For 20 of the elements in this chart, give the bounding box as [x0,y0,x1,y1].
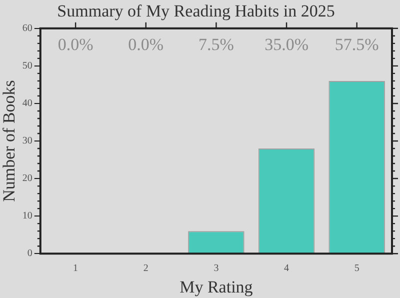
annotation: 0.0% [128,34,164,54]
chart-title: Summary of My Reading Habits in 2025 [57,2,335,21]
x-tick-label: 3 [214,263,219,274]
x-tick-label: 1 [73,263,78,274]
x-tick-label: 4 [284,263,290,274]
annotation: 57.5% [334,34,379,54]
annotation: 7.5% [198,34,234,54]
y-tick-label: 60 [22,23,32,34]
y-tick-label: 10 [22,210,32,222]
x-axis-title: My Rating [180,277,254,296]
y-tick-label: 0 [27,248,32,260]
x-tick-label: 2 [143,263,148,274]
y-axis-title: Number of Books [0,80,19,202]
y-tick-label: 40 [22,98,32,110]
x-tick-label: 5 [354,263,360,274]
y-tick-label: 30 [22,136,32,147]
y-tick-label: 20 [22,173,32,184]
annotation: 35.0% [264,34,308,54]
y-tick-label: 50 [22,60,32,72]
annotation: 0.0% [58,34,94,54]
